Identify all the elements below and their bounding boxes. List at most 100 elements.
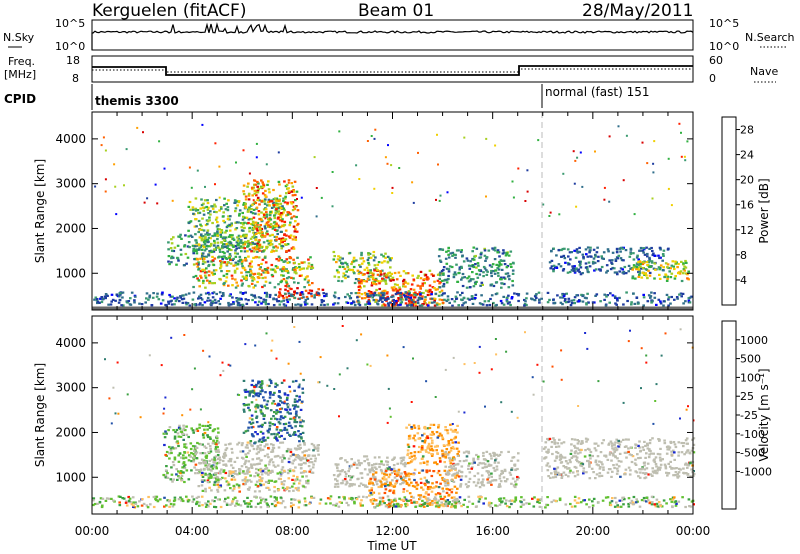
power-cell — [221, 292, 225, 295]
velocity-cell — [580, 448, 583, 451]
velocity-cell — [215, 443, 218, 446]
power-cell — [264, 223, 268, 226]
velocity-cell — [454, 468, 457, 471]
velocity-cell — [241, 479, 245, 482]
velocity-cell — [444, 456, 448, 459]
power-speckle — [264, 217, 267, 220]
power-cell — [117, 301, 121, 304]
power-cell — [418, 296, 422, 300]
velocity-cell — [600, 461, 603, 464]
power-cell — [496, 249, 500, 252]
power-cell — [480, 281, 484, 284]
power-cell — [642, 293, 645, 296]
power-speckle — [684, 159, 687, 162]
velocity-cell — [375, 483, 379, 486]
velocity-cell — [444, 426, 447, 429]
velocity-cell — [388, 473, 392, 476]
velocity-cell — [227, 474, 231, 477]
power-cell — [487, 300, 490, 303]
power-cell — [439, 260, 443, 263]
power-cell — [203, 199, 207, 202]
power-cell — [273, 197, 277, 200]
power-cell — [228, 294, 232, 297]
power-cell — [669, 302, 672, 305]
power-cell — [373, 269, 376, 272]
power-cell — [320, 301, 324, 304]
power-cell — [205, 279, 209, 282]
power-cell — [220, 294, 224, 298]
velocity-cell — [344, 483, 348, 486]
velocity-cell — [419, 477, 423, 480]
velocity-cell — [637, 475, 640, 478]
power-speckle — [641, 141, 644, 144]
power-cell — [204, 292, 208, 295]
power-cell — [282, 266, 285, 269]
power-cell — [478, 302, 482, 305]
power-cell — [427, 304, 430, 307]
power-cell — [596, 246, 599, 249]
power-cell — [269, 225, 272, 229]
power-cell — [337, 279, 340, 282]
velocity-cell — [652, 471, 656, 474]
velocity-cell — [246, 429, 250, 432]
power-cell — [224, 236, 228, 239]
velocity-cell — [233, 460, 237, 463]
power-cell — [459, 294, 462, 297]
velocity-cell — [405, 482, 409, 485]
velocity-cell — [296, 400, 299, 403]
power-cell — [379, 298, 382, 301]
power-cell — [475, 247, 479, 250]
power-cell — [548, 261, 552, 264]
velocity-cell — [282, 416, 285, 420]
power-cell — [406, 272, 410, 275]
power-cell — [230, 222, 233, 225]
power-cell — [173, 246, 177, 249]
nave-label: Nave — [750, 65, 778, 78]
power-cell — [206, 299, 209, 302]
power-cell — [641, 249, 644, 252]
power-cell — [398, 286, 401, 289]
power-cell — [366, 295, 370, 298]
power-cell — [270, 206, 274, 209]
power-cell — [214, 205, 217, 208]
velocity-cell — [300, 467, 303, 470]
velocity-cell — [488, 452, 492, 456]
velocity-cell — [283, 457, 286, 460]
velocity-cell — [665, 452, 669, 455]
velocity-cell — [573, 438, 577, 441]
power-cell — [148, 296, 151, 299]
power-cell — [251, 298, 254, 302]
velocity-cell — [482, 484, 486, 487]
power-cell — [353, 281, 357, 285]
velocity-cell — [209, 474, 213, 477]
velocity-cell — [215, 477, 218, 480]
power-cell — [282, 274, 285, 277]
power-cell — [574, 256, 578, 259]
velocity-cell — [451, 445, 455, 449]
velocity-cell — [590, 467, 594, 470]
power-cell — [411, 294, 414, 297]
velocity-cell — [242, 408, 246, 411]
velocity-cell — [436, 472, 440, 475]
power-cell — [243, 221, 246, 224]
power-cell — [678, 293, 681, 296]
velocity-cell — [455, 491, 458, 494]
power-cell — [200, 237, 204, 240]
velocity-cell — [254, 483, 258, 486]
velocity-cell — [389, 499, 393, 502]
power-cell — [229, 215, 232, 218]
power-speckle — [136, 126, 139, 129]
velocity-cell — [680, 451, 684, 454]
velocity-cell — [275, 455, 278, 458]
velocity-cell — [363, 468, 367, 471]
velocity-cell — [623, 445, 627, 448]
power-cell — [653, 277, 656, 280]
velocity-cell — [481, 466, 485, 469]
power-cell — [676, 266, 679, 269]
power-cell — [585, 297, 588, 300]
velocity-cell — [281, 441, 285, 444]
velocity-cell — [410, 460, 413, 463]
velocity-cell — [245, 455, 248, 458]
power-cell — [471, 271, 474, 274]
power-cell — [456, 280, 459, 283]
